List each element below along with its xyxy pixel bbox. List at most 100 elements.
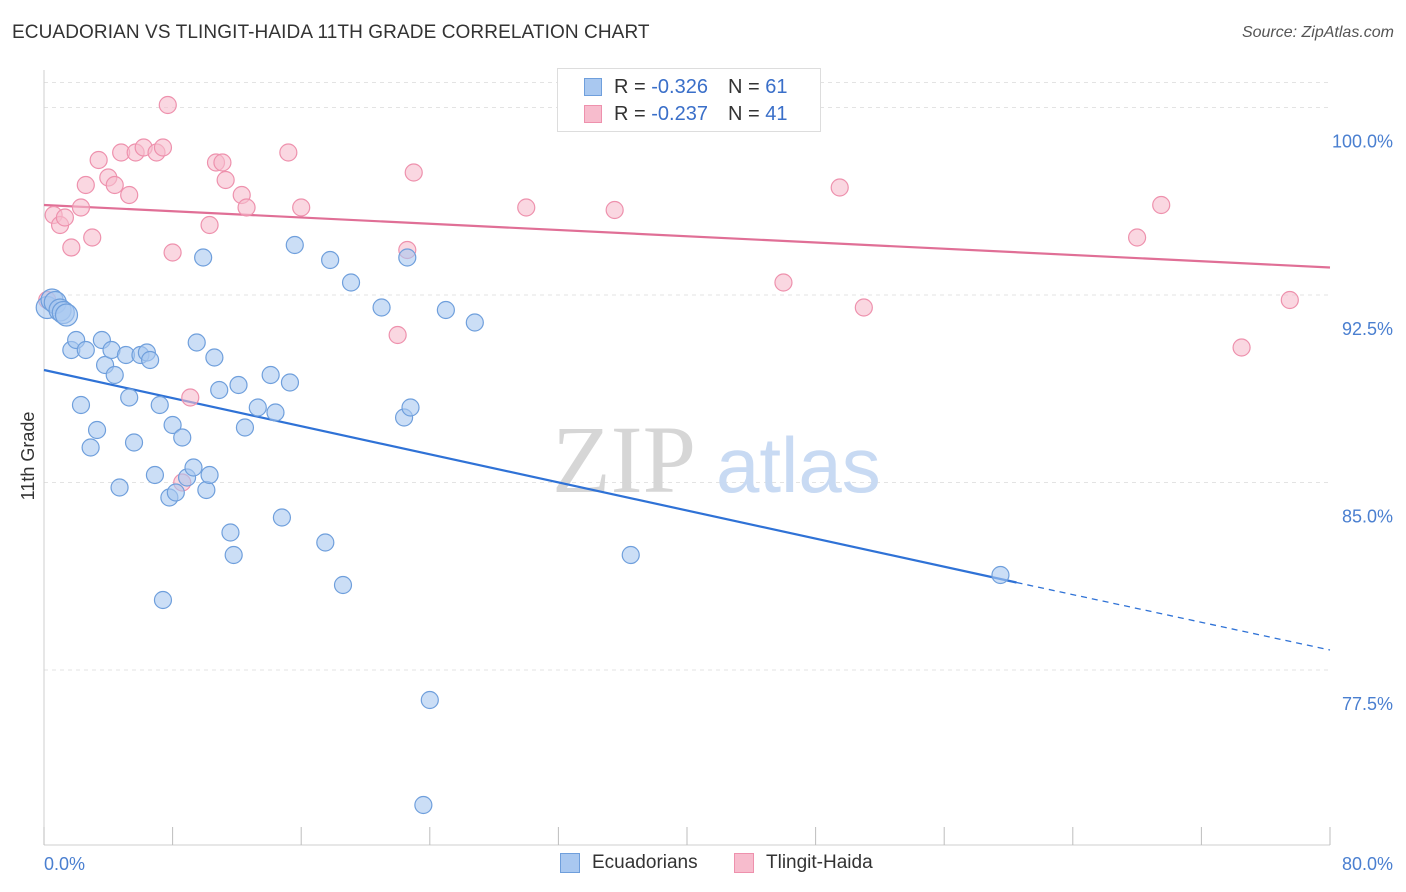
point-tlingit-haida [76,175,95,195]
point-tlingit-haida [774,273,793,292]
point-tlingit-haida [62,238,81,257]
point-ecuadorian [224,545,243,565]
chart-title: ECUADORIAN VS TLINGIT-HAIDA 11TH GRADE C… [12,22,650,43]
point-ecuadorian [248,398,267,417]
legend-item-ecuadorians[interactable]: Ecuadorians [560,852,698,874]
point-ecuadorian [280,373,300,392]
point-tlingit-haida [89,150,108,170]
swatch-pink [584,105,602,123]
point-tlingit-haida [1232,338,1251,357]
point-ecuadorian [398,248,417,267]
point-ecuadorian [163,415,182,435]
r-value: -0.237 [651,102,708,125]
point-tlingit-haida [158,95,177,115]
legend-label: Ecuadorians [592,852,698,873]
point-tlingit-haida [71,198,91,217]
point-tlingit-haida [1280,290,1299,310]
point-ecuadorian [140,350,160,370]
point-ecuadorian [145,465,165,485]
n-label: N = [727,75,766,98]
x-tick-label: 0.0% [44,854,85,874]
trend-line-ecuadorian [43,368,1017,584]
point-ecuadorian [124,433,144,452]
point-tlingit-haida [163,243,182,262]
trend-line-tlingit-haida [43,203,1331,269]
legend-item-tlingit-haida[interactable]: Tlingit-Haida [734,852,873,874]
point-ecuadorian [210,380,229,400]
point-ecuadorian [166,483,185,502]
watermark-atlas: atlas [716,421,881,509]
point-ecuadorian [401,398,420,417]
point-ecuadorian [54,303,79,327]
point-ecuadorian [184,458,203,477]
swatch-blue [560,853,580,873]
point-ecuadorian [221,523,240,542]
point-tlingit-haida [279,143,298,162]
point-ecuadorian [316,533,335,552]
point-tlingit-haida [605,200,624,220]
legend-label: Tlingit-Haida [766,852,873,873]
point-ecuadorian [87,420,107,440]
point-tlingit-haida [292,198,311,217]
point-ecuadorian [261,365,280,385]
trend-extension-ecuadorian [1016,581,1331,651]
y-tick-label: 92.5% [1342,319,1393,339]
n-value: 41 [765,102,788,125]
point-ecuadorian [194,248,213,267]
point-ecuadorian [272,508,292,527]
point-ecuadorian [76,340,95,360]
point-ecuadorian [187,333,206,352]
watermark: ZIP atlas [552,406,881,513]
point-tlingit-haida [388,325,407,345]
point-ecuadorian [205,348,224,367]
point-ecuadorian [110,478,129,497]
point-ecuadorian [120,388,139,407]
y-tick-label: 100.0% [1332,132,1393,152]
point-tlingit-haida [830,178,849,197]
point-ecuadorian [200,465,219,485]
point-ecuadorian [153,590,173,610]
point-tlingit-haida [120,185,139,205]
point-tlingit-haida [854,298,873,317]
point-ecuadorian [285,235,304,255]
point-ecuadorian [321,250,340,270]
point-ecuadorian [81,438,100,457]
n-value: 61 [765,75,788,98]
point-ecuadorian [436,300,455,320]
r-label: R = [614,102,652,125]
axes: 77.5% 85.0% 92.5% 100.0% 0.0% 80.0% [43,70,1393,874]
trend-lines [43,203,1331,651]
y-axis-label: 11th Grade [18,412,38,501]
point-ecuadorian [71,395,91,415]
point-tlingit-haida [153,138,173,157]
source-label: Source: ZipAtlas.com [1241,24,1394,41]
point-tlingit-haida [200,215,219,235]
stats-row-tlingit-haida: R = -0.237 N = 41 [584,101,787,127]
swatch-blue [584,78,602,96]
point-ecuadorian [229,375,248,395]
point-ecuadorian [266,403,285,422]
series-legend: Ecuadorians Tlingit-Haida [0,852,1406,878]
watermark-zip: ZIP [552,406,696,513]
point-tlingit-haida [181,388,200,407]
point-ecuadorian [465,313,484,332]
point-tlingit-haida [1127,228,1147,247]
point-ecuadorian [197,480,216,500]
point-ecuadorian [420,690,439,710]
stats-row-ecuadorians: R = -0.326 N = 61 [584,74,787,100]
point-tlingit-haida [83,228,102,247]
swatch-pink [734,853,754,873]
stats-legend: R = -0.326 N = 61 R = -0.237 N = 41 [557,68,821,132]
y-tick-label: 77.5% [1342,694,1393,714]
point-tlingit-haida [237,198,256,217]
point-tlingit-haida [1152,195,1171,215]
point-ecuadorian [341,273,361,292]
point-ecuadorian [105,365,124,385]
point-ecuadorian [621,545,640,565]
r-label: R = [614,75,652,98]
point-tlingit-haida [213,153,232,172]
point-ecuadorian [414,795,433,815]
n-label: N = [727,102,766,125]
point-tlingit-haida [216,170,235,190]
